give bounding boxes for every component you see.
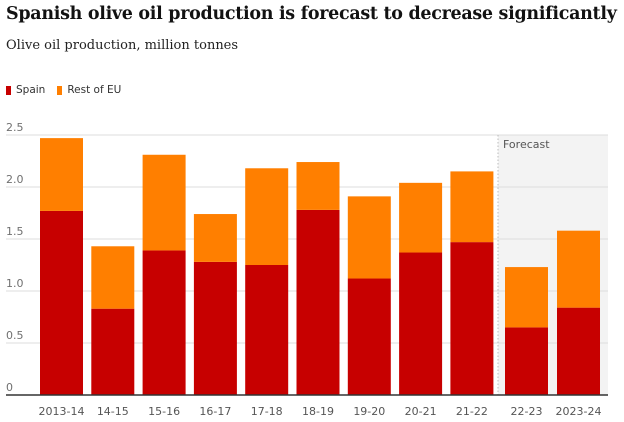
legend-swatch-rest-of-eu xyxy=(57,85,63,95)
bar-rest-of-eu xyxy=(505,267,548,328)
bar-rest-of-eu xyxy=(40,138,83,211)
x-tick-label: 22-23 xyxy=(511,405,543,418)
legend-label: Rest of EU xyxy=(67,84,122,96)
y-tick-label: 2.5 xyxy=(6,121,24,134)
y-tick-label: 1.5 xyxy=(6,225,24,238)
bar-spain xyxy=(296,209,340,395)
y-tick-label: 2.0 xyxy=(6,173,24,186)
chart-subtitle: Olive oil production, million tonnes xyxy=(6,38,239,53)
legend-item-rest-of-eu: Rest of EU xyxy=(57,84,121,96)
legend: Spain Rest of EU xyxy=(6,84,121,96)
x-tick-label: 17-18 xyxy=(251,405,283,418)
bar-rest-of-eu xyxy=(245,168,289,265)
bar-rest-of-eu xyxy=(193,214,237,262)
bar-spain xyxy=(505,327,548,395)
x-tick-label: 2023-24 xyxy=(556,405,602,418)
x-tick-label: 19-20 xyxy=(353,405,385,418)
legend-item-spain: Spain xyxy=(6,84,45,96)
bar-spain xyxy=(347,278,391,395)
y-tick-label: 0.5 xyxy=(6,329,24,342)
y-tick-label: 0 xyxy=(6,381,13,394)
bar-rest-of-eu xyxy=(347,196,391,279)
legend-swatch-spain xyxy=(6,85,11,95)
bar-rest-of-eu xyxy=(296,162,340,210)
y-tick-label: 1.0 xyxy=(6,277,24,290)
bar-rest-of-eu xyxy=(557,230,600,308)
x-tick-label: 14-15 xyxy=(97,405,129,418)
bar-spain xyxy=(399,252,443,395)
x-tick-label: 15-16 xyxy=(148,405,180,418)
bar-rest-of-eu xyxy=(142,154,186,251)
bar-spain xyxy=(142,250,186,395)
bar-spain xyxy=(557,307,600,395)
bar-spain xyxy=(450,242,494,395)
x-tick-label: 18-19 xyxy=(302,405,334,418)
forecast-label: Forecast xyxy=(503,138,550,151)
x-tick-label: 20-21 xyxy=(405,405,437,418)
bar-spain xyxy=(245,265,289,395)
x-tick-label: 2013-14 xyxy=(39,405,85,418)
legend-label: Spain xyxy=(16,84,46,96)
bar-spain xyxy=(40,210,83,395)
bar-spain xyxy=(193,261,237,395)
x-tick-label: 16-17 xyxy=(199,405,231,418)
x-tick-label: 21-22 xyxy=(456,405,488,418)
bar-spain xyxy=(91,308,135,395)
chart-title: Spanish olive oil production is forecast… xyxy=(6,4,617,24)
bar-rest-of-eu xyxy=(399,182,443,253)
bar-rest-of-eu xyxy=(91,246,135,309)
bar-rest-of-eu xyxy=(450,171,494,243)
